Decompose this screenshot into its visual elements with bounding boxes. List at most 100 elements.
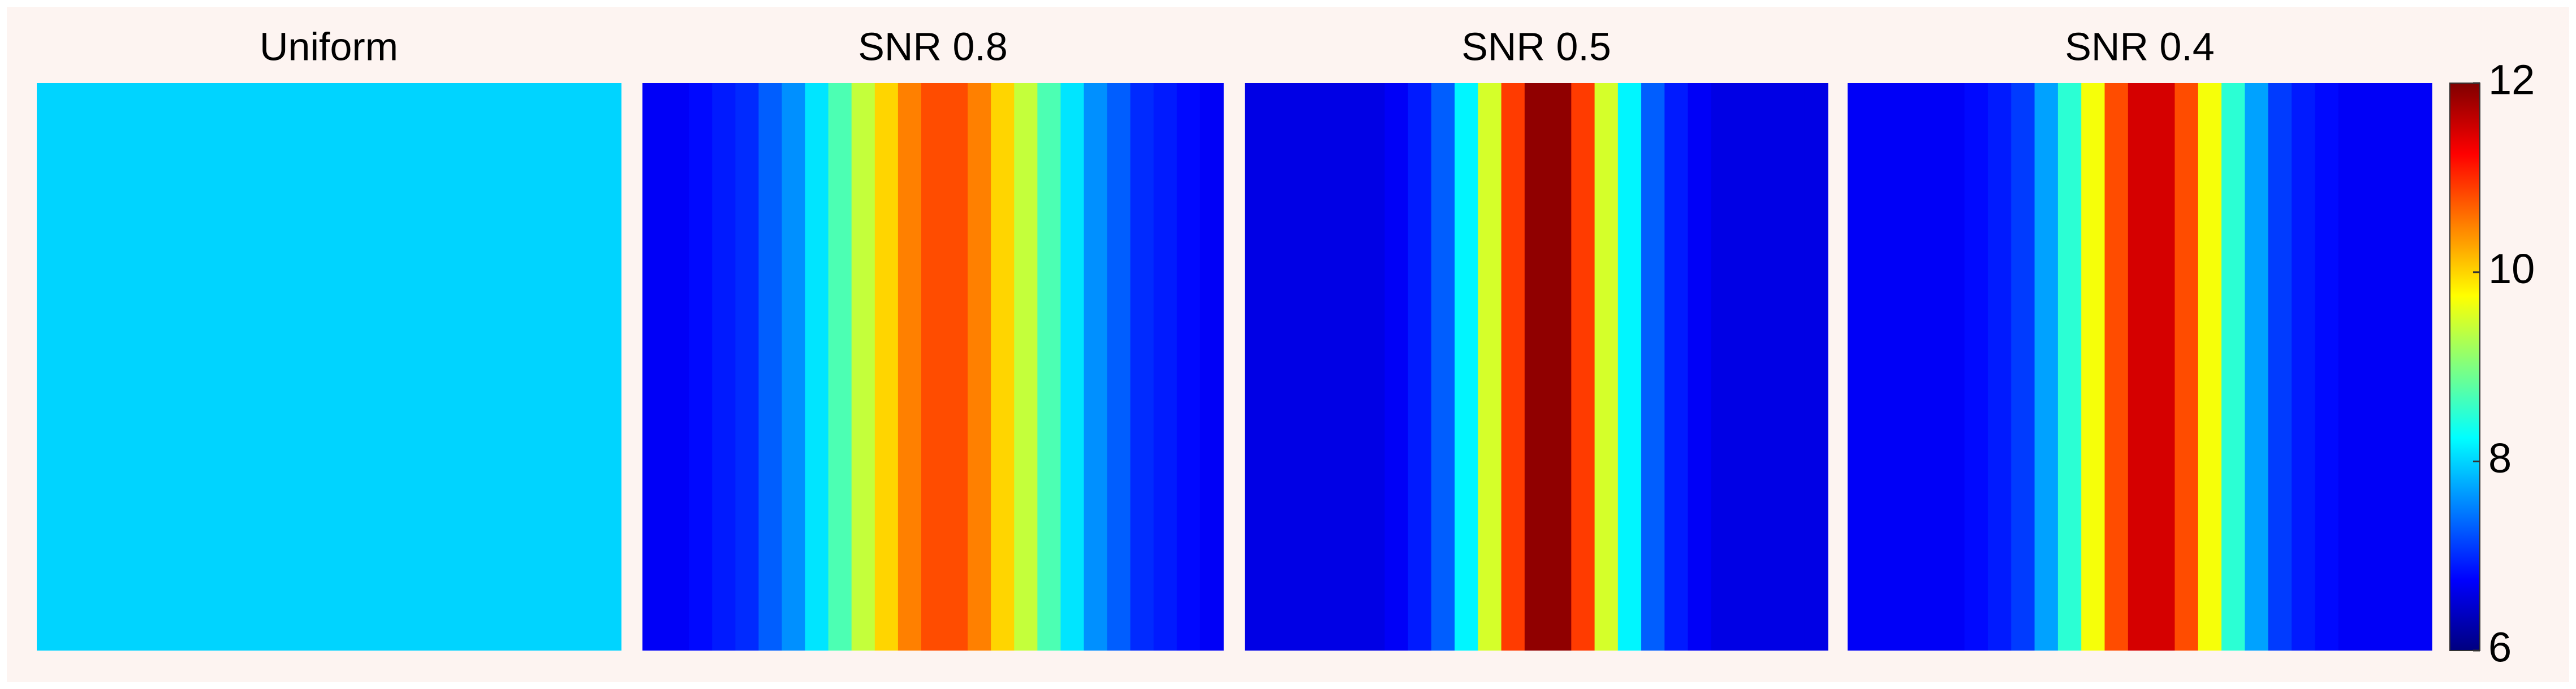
heatmap-cell	[2268, 83, 2292, 651]
heatmap-cell	[689, 83, 713, 651]
heatmap-cell	[1060, 83, 1085, 651]
heatmap-cell	[2034, 83, 2059, 651]
heatmap-cell	[574, 83, 598, 651]
heatmap-cell	[735, 83, 760, 651]
heatmap-cell	[828, 83, 852, 651]
heatmap-cell	[666, 83, 689, 651]
heatmap-cell	[1617, 83, 1642, 651]
heatmap-cell	[1548, 83, 1572, 651]
heatmap-cell	[1037, 83, 1062, 651]
heatmap-cell	[1711, 83, 1735, 651]
colorbar-tick-label: 10	[2488, 245, 2535, 292]
heatmap-cell	[1941, 83, 1965, 651]
heatmap-cell	[2292, 83, 2316, 651]
heatmap-cell	[1314, 83, 1339, 651]
colorbar	[2449, 83, 2480, 651]
panel-title: SNR 0.5	[1461, 24, 1611, 68]
heatmap-cell	[317, 83, 341, 651]
heatmap-cell	[2385, 83, 2409, 651]
heatmap-cell	[991, 83, 1015, 651]
panel-title: Uniform	[260, 24, 398, 68]
heatmap-panel	[642, 83, 1224, 651]
panel-title: SNR 0.4	[2065, 24, 2215, 68]
heatmap-cell	[1917, 83, 1942, 651]
heatmap-cell	[247, 83, 271, 651]
heatmap-cell	[176, 83, 201, 651]
colorbar-tick-label: 6	[2488, 624, 2512, 671]
heatmap-cell	[782, 83, 806, 651]
heatmap-cell	[527, 83, 551, 651]
heatmap-cell	[1594, 83, 1619, 651]
heatmap-cell	[153, 83, 178, 651]
heatmap-cell	[805, 83, 829, 651]
heatmap-cell	[1176, 83, 1201, 651]
heatmap-cell	[1734, 83, 1759, 651]
heatmap-cell	[1337, 83, 1362, 651]
heatmap-panel	[37, 83, 622, 651]
heatmap-cell	[1245, 83, 1269, 651]
heatmap-cell	[897, 83, 922, 651]
heatmap-cell	[551, 83, 575, 651]
heatmap-cell	[851, 83, 875, 651]
heatmap-cell	[1268, 83, 1292, 651]
heatmap-cell	[597, 83, 622, 651]
heatmap-cell	[411, 83, 435, 651]
heatmap-cell	[223, 83, 248, 651]
heatmap-cell	[2338, 83, 2362, 651]
heatmap-cell	[1781, 83, 1805, 651]
colorbar-tick-label: 8	[2488, 435, 2512, 482]
heatmap-cell	[1084, 83, 1108, 651]
heatmap-cell	[1758, 83, 1782, 651]
heatmap-cell	[2362, 83, 2386, 651]
heatmap-cell	[2128, 83, 2152, 651]
heatmap-cell	[1524, 83, 1548, 651]
heatmap-cell	[106, 83, 131, 651]
heatmap-cell	[434, 83, 458, 651]
heatmap-cell	[1153, 83, 1177, 651]
heatmap-cell	[1455, 83, 1479, 651]
heatmap-cell	[387, 83, 411, 651]
heatmap-cell	[1130, 83, 1154, 651]
heatmap-cell	[1014, 83, 1038, 651]
heatmap-cell	[481, 83, 505, 651]
heatmap-cell	[130, 83, 154, 651]
heatmap-cell	[37, 83, 61, 651]
heatmap-cell	[1408, 83, 1432, 651]
heatmap-cell	[1107, 83, 1131, 651]
heatmap-cell	[921, 83, 945, 651]
heatmap-cell	[944, 83, 968, 651]
heatmap-panel	[1848, 83, 2432, 651]
heatmap-cell	[504, 83, 528, 651]
heatmap-cell	[1848, 83, 1872, 651]
heatmap-cell	[712, 83, 736, 651]
heatmap-cell	[2315, 83, 2339, 651]
heatmap-cell	[1501, 83, 1525, 651]
heatmap-cell	[758, 83, 783, 651]
heatmap-cell	[1664, 83, 1689, 651]
heatmap-cell	[2198, 83, 2222, 651]
heatmap-cell	[1199, 83, 1224, 651]
heatmap-cell	[874, 83, 899, 651]
heatmap-cell	[2408, 83, 2432, 651]
heatmap-cell	[1571, 83, 1595, 651]
colorbar-tick-label: 12	[2488, 57, 2535, 103]
heatmap-cell	[364, 83, 388, 651]
heatmap-cell	[2221, 83, 2246, 651]
heatmap-cell	[2245, 83, 2269, 651]
heatmap-cell	[1987, 83, 2012, 651]
heatmap-cell	[2057, 83, 2082, 651]
heatmap-cell	[642, 83, 666, 651]
heatmap-cell	[1361, 83, 1386, 651]
heatmap-cell	[2011, 83, 2035, 651]
heatmap-cell	[1688, 83, 1712, 651]
heatmap-cell	[1964, 83, 1988, 651]
heatmap-cell	[1804, 83, 1828, 651]
heatmap-cell	[1384, 83, 1409, 651]
heatmap-cell	[2151, 83, 2176, 651]
heatmap-cell	[340, 83, 365, 651]
heatmap-panel	[1245, 83, 1828, 651]
heatmap-cell	[270, 83, 295, 651]
heatmap-cell	[968, 83, 991, 651]
